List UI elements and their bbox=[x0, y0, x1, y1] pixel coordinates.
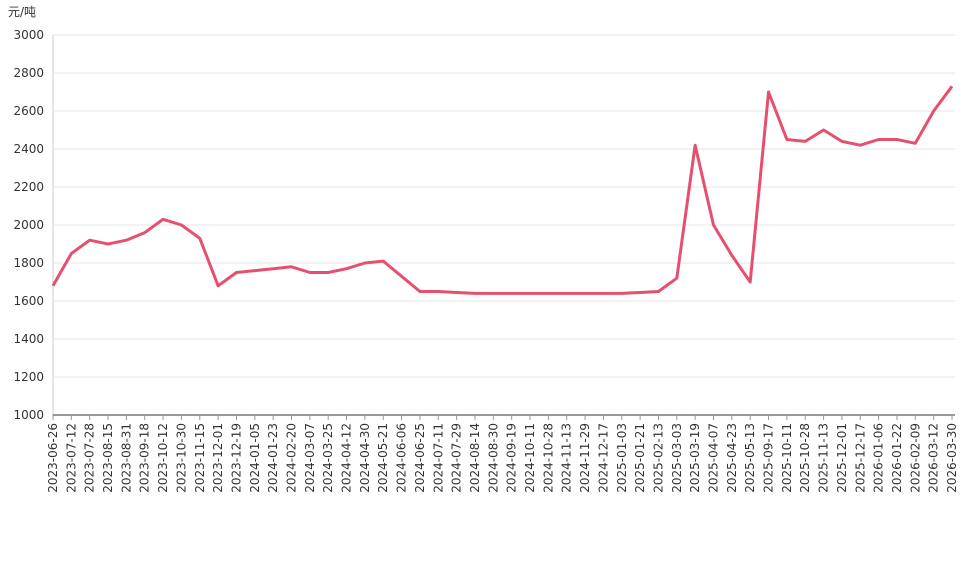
x-tick-label: 2024-08-14 bbox=[468, 423, 482, 493]
x-tick-label: 2024-12-17 bbox=[596, 423, 610, 493]
x-tick-label: 2023-12-01 bbox=[211, 423, 225, 493]
x-tick-label: 2024-03-07 bbox=[303, 423, 317, 493]
x-tick-label: 2025-09-17 bbox=[762, 423, 776, 493]
x-tick-label: 2025-01-21 bbox=[633, 423, 647, 493]
y-tick-label: 1600 bbox=[13, 294, 44, 308]
x-tick-label: 2025-05-13 bbox=[743, 423, 757, 493]
x-tick-label: 2023-09-18 bbox=[138, 423, 152, 493]
x-tick-label: 2023-08-31 bbox=[119, 423, 133, 493]
x-tick-label: 2024-06-25 bbox=[413, 423, 427, 493]
x-tick-label: 2024-04-12 bbox=[340, 423, 354, 493]
y-tick-label: 3000 bbox=[13, 28, 44, 42]
x-tick-label: 2024-10-11 bbox=[523, 423, 537, 493]
x-tick-label: 2025-03-19 bbox=[688, 423, 702, 493]
x-tick-label: 2026-01-22 bbox=[890, 423, 904, 493]
x-tick-label: 2024-07-29 bbox=[450, 423, 464, 493]
x-tick-label: 2024-08-30 bbox=[486, 423, 500, 493]
x-tick-label: 2025-11-13 bbox=[817, 423, 831, 493]
x-tick-label: 2026-01-06 bbox=[872, 423, 886, 493]
x-tick-label: 2024-09-19 bbox=[505, 423, 519, 493]
data-line bbox=[51, 85, 954, 295]
x-tick-label: 2025-12-17 bbox=[853, 423, 867, 493]
y-tick-label: 2200 bbox=[13, 180, 44, 194]
x-tick-label: 2025-04-23 bbox=[725, 423, 739, 493]
x-tick-label: 2026-03-30 bbox=[945, 423, 959, 493]
x-tick-label: 2023-11-15 bbox=[193, 423, 207, 493]
x-tick-label: 2024-07-11 bbox=[431, 423, 445, 493]
x-tick-label: 2024-01-05 bbox=[248, 423, 262, 493]
x-tick-label: 2025-03-03 bbox=[670, 423, 684, 493]
x-tick-label: 2025-01-03 bbox=[615, 423, 629, 493]
y-axis-label: 元/吨 bbox=[8, 5, 36, 19]
x-tick-label: 2024-01-23 bbox=[266, 423, 280, 493]
x-tick-label: 2023-10-12 bbox=[156, 423, 170, 493]
y-tick-label: 2800 bbox=[13, 66, 44, 80]
x-tick-label: 2026-02-09 bbox=[908, 423, 922, 493]
y-tick-label: 1400 bbox=[13, 332, 44, 346]
x-tick-label: 2024-06-06 bbox=[395, 423, 409, 493]
x-tick-label: 2024-11-13 bbox=[560, 423, 574, 493]
x-tick-label: 2024-03-25 bbox=[321, 423, 335, 493]
y-tick-label: 1000 bbox=[13, 408, 44, 422]
y-tick-label: 1800 bbox=[13, 256, 44, 270]
x-tick-label: 2023-07-12 bbox=[64, 423, 78, 493]
x-tick-label: 2024-04-30 bbox=[358, 423, 372, 493]
x-tick-label: 2025-10-11 bbox=[780, 423, 794, 493]
x-tick-label: 2026-03-12 bbox=[927, 423, 941, 493]
x-tick-label: 2025-12-01 bbox=[835, 423, 849, 493]
y-tick-label: 2400 bbox=[13, 142, 44, 156]
x-tick-label: 2025-04-07 bbox=[706, 423, 720, 493]
x-tick-label: 2025-02-13 bbox=[651, 423, 665, 493]
y-tick-label: 2600 bbox=[13, 104, 44, 118]
x-tick-label: 2025-10-28 bbox=[798, 423, 812, 493]
x-tick-label: 2023-06-26 bbox=[46, 423, 60, 493]
y-tick-label: 1200 bbox=[13, 370, 44, 384]
x-tick-label: 2023-12-19 bbox=[229, 423, 243, 493]
x-tick-label: 2023-07-28 bbox=[83, 423, 97, 493]
x-tick-label: 2024-05-21 bbox=[376, 423, 390, 493]
x-tick-label: 2023-08-15 bbox=[101, 423, 115, 493]
x-tick-label: 2024-11-29 bbox=[578, 423, 592, 493]
x-tick-label: 2023-10-30 bbox=[174, 423, 188, 493]
x-tick-label: 2024-10-28 bbox=[541, 423, 555, 493]
y-tick-label: 2000 bbox=[13, 218, 44, 232]
x-tick-label: 2024-02-20 bbox=[285, 423, 299, 493]
